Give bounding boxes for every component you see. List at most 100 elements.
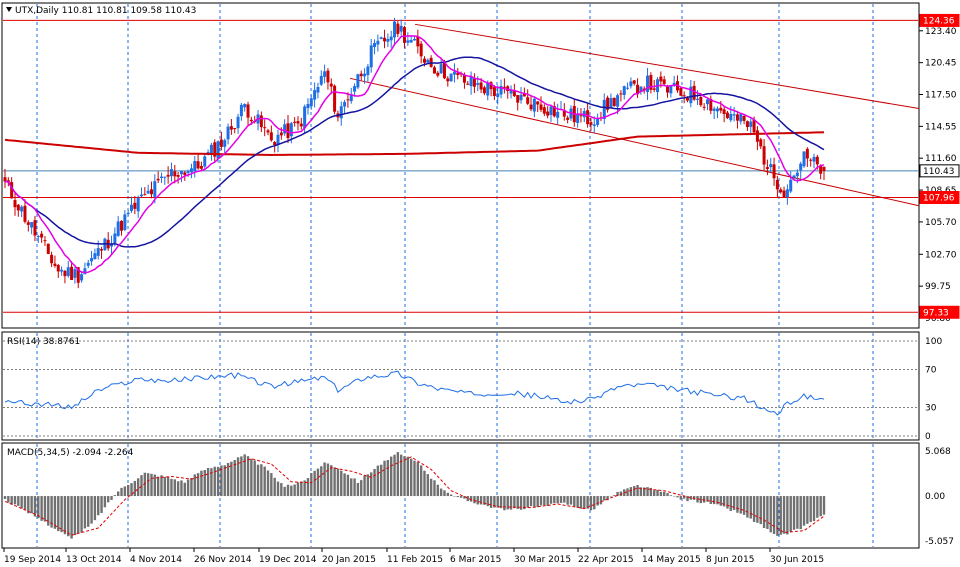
- macd-histogram-bar: [103, 496, 107, 508]
- candle-body: [326, 70, 330, 83]
- macd-histogram-bar: [383, 460, 386, 497]
- candle-body: [176, 175, 180, 177]
- candle-body: [369, 45, 373, 68]
- macd-histogram-bar: [786, 496, 789, 535]
- grid-lines: [3, 4, 918, 547]
- candle-body: [153, 181, 157, 197]
- candle-body: [516, 95, 520, 103]
- macd-histogram-bar: [276, 481, 280, 497]
- macd-histogram-bar: [726, 496, 729, 509]
- candle-body: [672, 82, 676, 85]
- macd-histogram-bar: [549, 496, 553, 504]
- candle-body: [499, 85, 503, 95]
- candle-body: [343, 101, 347, 107]
- time-axis-label: 8 Jun 2015: [706, 555, 754, 565]
- candle-body: [399, 25, 403, 32]
- macd-histogram-bar: [732, 496, 736, 511]
- candle-body: [699, 97, 703, 106]
- candle-body: [229, 126, 233, 130]
- candle-body: [742, 115, 746, 121]
- macd-histogram-bar: [50, 496, 53, 528]
- candle-body: [576, 114, 580, 123]
- candle-body: [456, 72, 460, 75]
- macd-histogram-bar: [293, 484, 296, 497]
- rsi-axis-label: 100: [925, 337, 942, 347]
- candle-body: [316, 87, 320, 93]
- macd-histogram-bar: [30, 496, 33, 514]
- macd-histogram-bar: [333, 467, 336, 497]
- macd-histogram-bar: [666, 493, 669, 497]
- candle-body: [376, 40, 380, 45]
- macd-histogram-bar: [796, 496, 799, 529]
- candle-body: [100, 249, 104, 251]
- candle-body: [60, 269, 64, 272]
- candle-body: [36, 236, 40, 238]
- macd-histogram-bar: [456, 496, 459, 498]
- macd-histogram-bar: [596, 496, 599, 506]
- macd-histogram-bar: [416, 462, 420, 497]
- candle-body: [266, 130, 270, 133]
- candle-body: [636, 84, 640, 95]
- candle-body: [439, 64, 443, 74]
- macd-histogram-bar: [729, 496, 732, 511]
- moving-average-lines: [4, 35, 825, 274]
- candle-body: [379, 37, 383, 40]
- candle-body: [396, 23, 400, 34]
- candle-body: [612, 97, 616, 107]
- dropdown-triangle-icon[interactable]: [6, 7, 12, 12]
- candle-body: [313, 90, 317, 100]
- macd-histogram-bar: [766, 496, 769, 529]
- candle-body: [472, 78, 476, 87]
- macd-histogram-bar: [513, 496, 516, 509]
- macd-histogram-bar: [393, 454, 396, 497]
- candle-body: [682, 95, 686, 97]
- candle-body: [323, 71, 327, 77]
- macd-histogram-bar: [543, 496, 546, 506]
- candle-body: [646, 75, 650, 93]
- macd-histogram-bar: [223, 465, 226, 497]
- candle-body: [705, 99, 709, 105]
- time-axis-label: 11 Feb 2015: [387, 555, 443, 565]
- macd-histogram-bar: [539, 496, 543, 506]
- rsi-axis-label: 70: [925, 366, 937, 376]
- candle-body: [16, 204, 20, 211]
- macd-histogram-bar: [300, 481, 303, 497]
- rsi-series: [4, 370, 825, 416]
- rsi-panel-frame: [1, 331, 920, 441]
- ma-fast-line: [4, 35, 825, 274]
- candle-body: [659, 76, 663, 82]
- macd-histogram-bar: [709, 496, 713, 504]
- macd-histogram-bar: [246, 456, 250, 497]
- candle-body: [236, 116, 240, 129]
- candle-body: [133, 202, 137, 209]
- macd-histogram-bar: [613, 495, 616, 497]
- macd-histogram-bar: [166, 476, 170, 497]
- candle-body: [226, 126, 230, 140]
- macd-histogram-bar: [633, 486, 636, 497]
- macd-histogram-bar: [17, 496, 20, 506]
- macd-histogram-bar: [682, 496, 686, 499]
- macd-histogram-bar: [739, 496, 742, 514]
- candle-body: [213, 142, 217, 157]
- macd-histogram-bar: [183, 482, 186, 497]
- macd-histogram-bar: [206, 467, 210, 497]
- candle-body: [805, 148, 809, 159]
- candle-body: [13, 200, 17, 208]
- macd-histogram-bar: [200, 470, 203, 497]
- candle-body: [689, 86, 693, 104]
- candle-body: [669, 86, 673, 94]
- macd-histogram-bar: [553, 496, 556, 504]
- candle-body: [70, 266, 74, 280]
- macd-histogram-bar: [403, 456, 406, 497]
- candle-body: [462, 75, 466, 83]
- candle-body: [735, 114, 739, 121]
- macd-histogram-bar: [153, 474, 157, 497]
- price-axis-label: 111.60: [925, 154, 957, 164]
- macd-panel-header: MACD(5,34,5) -2.094 -2.264: [7, 448, 134, 458]
- macd-histogram-bar: [716, 496, 719, 505]
- macd-histogram-bar: [150, 473, 153, 497]
- macd-histogram-bar: [719, 496, 722, 506]
- candle-body: [56, 265, 60, 272]
- macd-histogram-bar: [170, 478, 173, 497]
